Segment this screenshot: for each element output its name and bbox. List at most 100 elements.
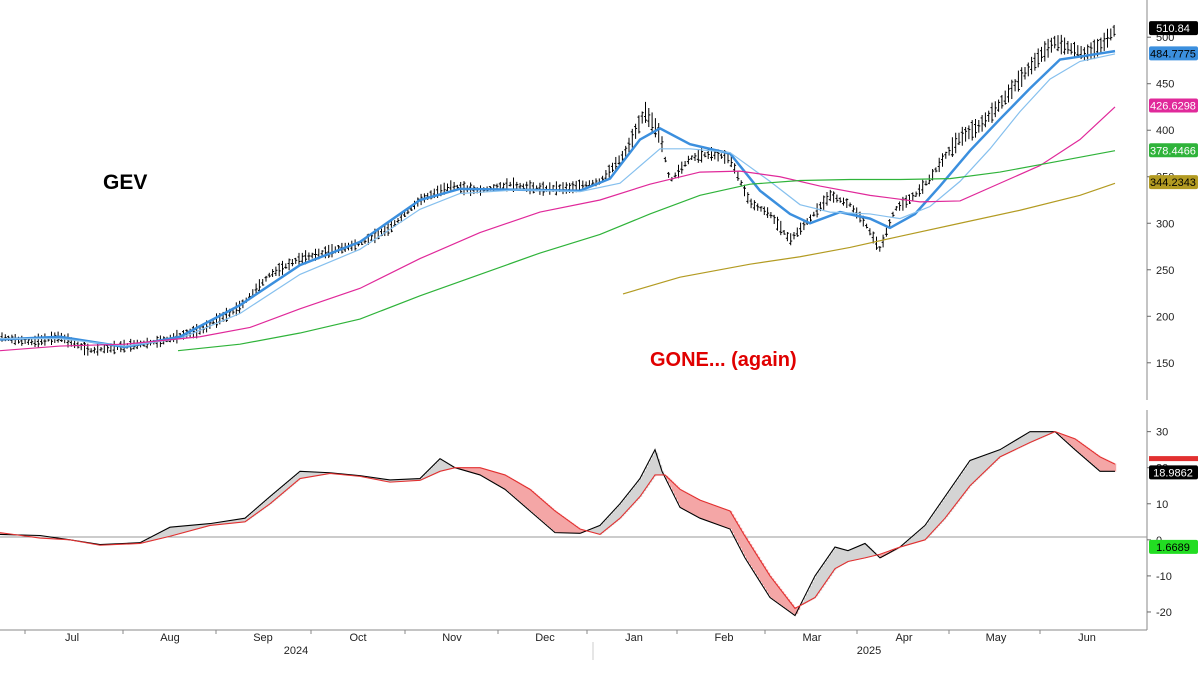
osc-fill-slice xyxy=(724,509,726,527)
osc-fill-slice xyxy=(708,503,710,521)
ma4-readout: 378.4466 xyxy=(1150,145,1196,157)
osc-fill-slice xyxy=(838,548,840,567)
osc-fill-slice xyxy=(546,503,548,525)
osc-fill-slice xyxy=(856,547,858,560)
x-tick-label: May xyxy=(986,632,1007,644)
x-tick-label: Sep xyxy=(253,632,273,644)
osc-fill-slice xyxy=(440,459,442,472)
osc-fill-slice xyxy=(1030,432,1032,443)
osc-fill-slice xyxy=(482,468,484,476)
price-tick-label: 300 xyxy=(1156,218,1174,230)
osc-tick-label: 10 xyxy=(1156,499,1168,511)
osc-fill-slice xyxy=(510,478,512,494)
osc-tick-label: -20 xyxy=(1156,607,1172,619)
ma3-readout: 426.6298 xyxy=(1150,100,1196,112)
osc-fill-slice xyxy=(970,460,972,485)
osc-fill-slice xyxy=(848,551,850,562)
osc-fill-slice xyxy=(974,459,976,482)
osc-fill-slice xyxy=(550,507,552,529)
osc-fill-slice xyxy=(556,512,558,533)
osc-fill-slice xyxy=(166,529,168,537)
osc-fill-slice xyxy=(514,480,516,497)
osc-fill-slice xyxy=(654,452,656,477)
osc-fill-slice xyxy=(680,489,682,507)
osc-fill-slice xyxy=(850,550,852,561)
osc-fill-slice xyxy=(1102,458,1104,472)
osc-fill-slice xyxy=(942,501,944,522)
osc-fill-slice xyxy=(502,474,504,488)
osc-fill-slice xyxy=(810,586,812,601)
year-label-2025: 2025 xyxy=(857,645,881,657)
osc-fill-slice xyxy=(554,510,556,532)
osc-fill-slice xyxy=(694,497,696,515)
osc-fill-slice xyxy=(814,578,816,598)
ma-line-4 xyxy=(623,183,1115,294)
ma-line-2 xyxy=(0,107,1115,351)
osc-fill-slice xyxy=(544,501,546,523)
osc-fill-slice xyxy=(962,472,964,496)
price-tick-label: 250 xyxy=(1156,265,1174,277)
osc-fill-slice xyxy=(812,582,814,600)
x-tick-label: Oct xyxy=(349,632,366,644)
price-tick-label: 450 xyxy=(1156,79,1174,91)
osc-fill-slice xyxy=(846,550,848,563)
osc-fill-slice xyxy=(534,493,536,515)
osc-fill-slice xyxy=(1114,464,1116,472)
year-label-2024: 2024 xyxy=(284,645,308,657)
ma-line-1 xyxy=(0,54,1115,346)
osc-fill-slice xyxy=(728,510,730,528)
osc-fill-slice xyxy=(836,547,838,568)
osc-zero-readout: 1.6689 xyxy=(1156,542,1190,554)
osc-fill-slice xyxy=(490,471,492,481)
osc-fill-slice xyxy=(960,475,962,499)
osc-fill-slice xyxy=(552,508,554,530)
osc-fill-slice xyxy=(968,463,970,488)
osc-fill-slice xyxy=(496,472,498,484)
osc-fill-slice xyxy=(852,549,854,561)
price-tick-label: 150 xyxy=(1156,358,1174,370)
osc-fill-slice xyxy=(966,466,968,491)
osc-fill-slice xyxy=(922,528,924,541)
osc-fill-slice xyxy=(524,486,526,506)
osc-fill-slice xyxy=(548,505,550,527)
osc-fill-slice xyxy=(834,548,836,570)
osc-fill-slice xyxy=(484,469,486,478)
osc-fill-area xyxy=(0,432,1116,615)
osc-fill-slice xyxy=(518,482,520,500)
osc-fill-slice xyxy=(918,531,920,542)
osc-fill-slice xyxy=(916,533,918,542)
osc-fill-slice xyxy=(470,468,472,473)
osc-fill-slice xyxy=(858,546,860,559)
osc-tick-label: -10 xyxy=(1156,571,1172,583)
osc-fill-slice xyxy=(564,517,566,533)
osc-fill-slice xyxy=(682,490,684,508)
osc-y-ticks: 3020100-10-20 xyxy=(1147,427,1172,619)
osc-fill-slice xyxy=(864,544,866,558)
osc-fill-slice xyxy=(980,457,982,476)
osc-fill-slice xyxy=(720,507,722,525)
osc-fill-slice xyxy=(560,515,562,533)
osc-fill-slice xyxy=(472,468,474,473)
osc-fill-slice xyxy=(1104,459,1106,472)
osc-fill-slice xyxy=(516,481,518,499)
osc-fill-slice xyxy=(706,502,708,520)
osc-fill-slice xyxy=(558,513,560,533)
osc-fill-slice xyxy=(500,473,502,486)
price-tick-label: 200 xyxy=(1156,311,1174,323)
osc-fill-slice xyxy=(498,473,500,486)
price-moving-averages xyxy=(0,51,1115,351)
osc-fill-slice xyxy=(684,492,686,510)
x-tick-label: Aug xyxy=(160,632,180,644)
osc-fill-slice xyxy=(686,493,688,511)
osc-fill-slice xyxy=(714,505,716,523)
osc-fill-slice xyxy=(598,526,600,534)
ma5-readout: 344.2343 xyxy=(1150,177,1196,189)
osc-fill-slice xyxy=(522,485,524,505)
osc-fill-slice xyxy=(520,484,522,503)
osc-fill-slice xyxy=(474,468,476,474)
osc-fill-slice xyxy=(710,504,712,522)
osc-fill-slice xyxy=(486,469,488,478)
